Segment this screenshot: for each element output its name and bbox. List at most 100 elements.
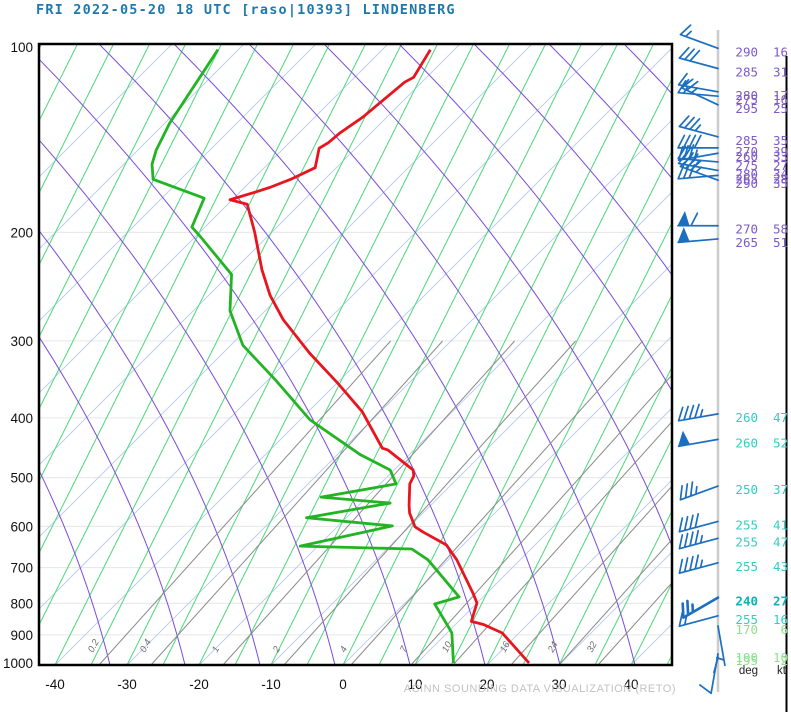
wind-barb-icon (678, 46, 719, 70)
isotherm-line (486, 293, 672, 665)
barb-pennant (677, 227, 690, 243)
wind-barb-icon (678, 529, 719, 550)
pressure-tick-label: 200 (10, 225, 33, 240)
isotherm-line (162, 45, 474, 665)
wind-barb-icon (677, 164, 719, 180)
wind-barb-icon (677, 430, 719, 448)
wind-direction-value: 265 (735, 235, 758, 250)
mixing-ratio-line (597, 582, 672, 665)
temperature-tick-label: -20 (189, 677, 209, 692)
barb-staff (677, 238, 719, 244)
wind-direction-value: 255 (735, 612, 758, 627)
isotherm-line (39, 45, 258, 483)
pressure-tick-label: 800 (10, 596, 33, 611)
isotherm-line (90, 45, 402, 665)
mixing-ratio-label: 1 (210, 645, 222, 655)
wind-barb-icon (678, 115, 719, 138)
mixing-ratio-line (350, 340, 643, 665)
isotherm-secondary-line (486, 479, 672, 665)
isotherm-secondary-line (54, 47, 672, 665)
wind-speed-value: 10 (773, 650, 788, 665)
mixing-ratio-line (222, 340, 515, 665)
temperature-tick-label: 10 (407, 677, 422, 692)
mixing-ratio-line (410, 374, 672, 665)
isotherm-secondary-line (39, 45, 172, 178)
pressure-tick-label: 1000 (3, 656, 33, 671)
wind-direction-value: 255 (735, 559, 758, 574)
wind-speed-value: 28 (773, 171, 788, 186)
pressure-tick-label: 300 (10, 334, 33, 349)
mixing-ratio-line (98, 340, 391, 665)
isotherm-secondary-line (39, 45, 316, 322)
pressure-tick-label: 100 (10, 40, 33, 55)
temperature-curve (228, 48, 531, 664)
wind-direction-value: 255 (735, 517, 758, 532)
wind-barb-icon (678, 554, 719, 575)
mixing-ratio-line (452, 420, 672, 665)
wind-speed-value: 34 (773, 166, 788, 181)
wind-barb-icon (677, 227, 719, 244)
temperature-tick-label: 40 (623, 677, 638, 692)
wind-barb-icon (678, 512, 719, 533)
wind-direction-unit-label: deg (739, 665, 758, 677)
isotherm-secondary-line (39, 45, 532, 538)
isotherm-line (450, 221, 672, 665)
isotherm-line (39, 45, 330, 627)
barb-staff (679, 156, 719, 182)
isotherm-line (39, 45, 186, 339)
wind-barb-icon (681, 596, 720, 619)
dry-adiabat-line (99, 45, 486, 665)
wind-speed-value: 17 (773, 88, 788, 103)
wind-direction-value: 265 (735, 171, 758, 186)
isotherm-line (306, 45, 618, 665)
barb-pennant (677, 211, 690, 227)
wind-speed-value: 16 (773, 612, 788, 627)
wind-direction-value: 270 (735, 144, 758, 159)
pressure-tick-label: 700 (10, 561, 33, 576)
wind-speed-value: 39 (773, 144, 788, 159)
isotherm-line (0, 44, 6, 665)
temperature-tick-label: 20 (479, 677, 494, 692)
temperature-tick-label: 30 (551, 677, 566, 692)
dry-adiabat-line (39, 139, 336, 665)
dry-adiabat-line (549, 45, 672, 180)
wind-direction-value: 240 (735, 594, 758, 609)
temperature-tick-label: -10 (261, 677, 281, 692)
pressure-tick-label: 600 (10, 519, 33, 534)
wind-speed-value: 37 (773, 482, 788, 497)
isotherm-secondary-line (39, 45, 388, 394)
wind-speed-unit-label: kt (777, 665, 787, 677)
mixing-ratio-line (283, 340, 576, 665)
isotherm-secondary-line (39, 45, 460, 466)
wind-speed-value: 31 (773, 64, 788, 79)
wind-barb-icon (678, 611, 719, 628)
barb-staff (681, 596, 720, 619)
pressure-tick-label: 500 (10, 471, 33, 486)
mixing-ratio-label: 0.4 (138, 638, 154, 655)
mixing-ratio-label: 24 (545, 640, 560, 655)
wind-barb-icon (677, 211, 719, 227)
isotherm-secondary-line (126, 119, 672, 665)
barb-staff (677, 403, 719, 422)
barb-staff (678, 46, 719, 70)
wind-direction-value: 270 (735, 222, 758, 237)
wind-barb-icon (677, 145, 719, 163)
wind-barb-icon (679, 24, 719, 50)
dry-adiabat-line (249, 45, 636, 665)
mixing-ratio-line (510, 485, 672, 665)
wind-speed-value: 27 (773, 158, 788, 173)
wind-direction-value: 250 (735, 482, 758, 497)
temperature-tick-label: -30 (117, 677, 137, 692)
temperature-tick-label: 0 (339, 677, 347, 692)
dewpoint-curve (150, 48, 461, 664)
mixing-ratio-label: 4 (338, 645, 350, 655)
wind-speed-value: 2 (780, 653, 788, 668)
barb-staff (678, 529, 719, 550)
wind-direction-value: 280 (735, 166, 758, 181)
wind-direction-value: 190 (735, 650, 758, 665)
mixing-ratio-label: 0.2 (86, 637, 102, 654)
wind-direction-value: 260 (735, 410, 758, 425)
wind-direction-value: 170 (735, 622, 758, 637)
